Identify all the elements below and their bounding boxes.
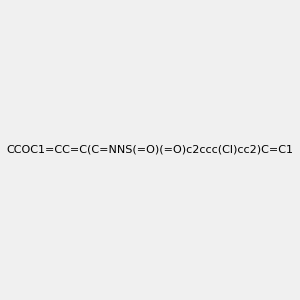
Text: CCOC1=CC=C(C=NNS(=O)(=O)c2ccc(Cl)cc2)C=C1: CCOC1=CC=C(C=NNS(=O)(=O)c2ccc(Cl)cc2)C=C… <box>7 145 293 155</box>
